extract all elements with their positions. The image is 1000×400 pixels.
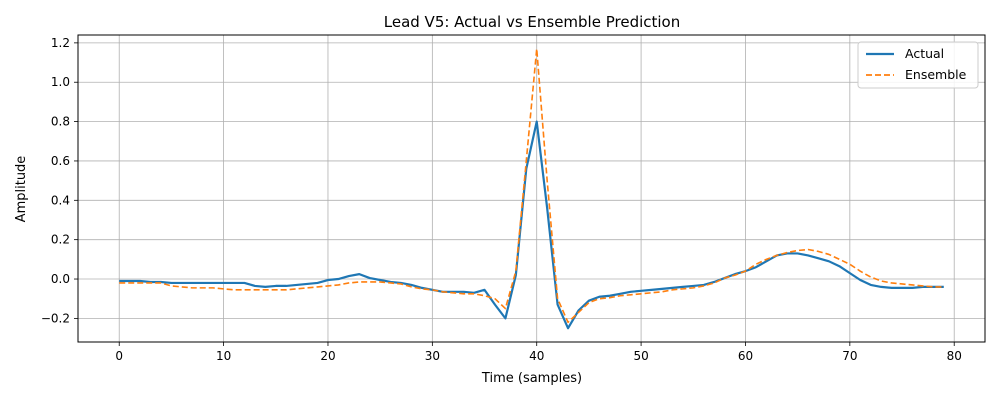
x-tick-label: 80 <box>947 349 962 363</box>
x-tick-label: 0 <box>115 349 123 363</box>
legend: Actual Ensemble <box>857 41 979 89</box>
y-tick-label: 1.2 <box>51 36 70 50</box>
grid <box>78 35 985 342</box>
x-tick-label: 30 <box>425 349 440 363</box>
y-axis-label: Amplitude <box>14 156 29 223</box>
y-tick-label: −0.2 <box>41 311 70 325</box>
chart-title: Lead V5: Actual vs Ensemble Prediction <box>384 13 681 31</box>
y-tick-label: 0.2 <box>51 233 70 247</box>
y-tick-label: 0.6 <box>51 154 70 168</box>
x-tick-label: 10 <box>216 349 231 363</box>
series-line-actual <box>119 120 944 330</box>
x-tick-label: 20 <box>320 349 335 363</box>
series-line-ensemble <box>119 47 944 324</box>
x-tick-label: 40 <box>529 349 544 363</box>
y-tick-label: 0.4 <box>51 193 70 207</box>
y-tick-label: 0.8 <box>51 115 70 129</box>
legend-label-actual: Actual <box>905 46 944 61</box>
y-tick-label: 0.0 <box>51 272 70 286</box>
y-tick-label: 1.0 <box>51 75 70 89</box>
x-tick-label: 50 <box>633 349 648 363</box>
x-tick-label: 70 <box>842 349 857 363</box>
x-tick-label: 60 <box>738 349 753 363</box>
series-layer <box>119 47 944 330</box>
plot-frame <box>77 34 986 343</box>
x-axis-label: Time (samples) <box>481 371 582 386</box>
ticks: 0 10 20 30 40 50 60 70 80 −0.2 0.0 0.2 0.4 0.6 0.8 1.0 1… <box>41 36 962 363</box>
legend-label-ensemble: Ensemble <box>905 67 967 82</box>
